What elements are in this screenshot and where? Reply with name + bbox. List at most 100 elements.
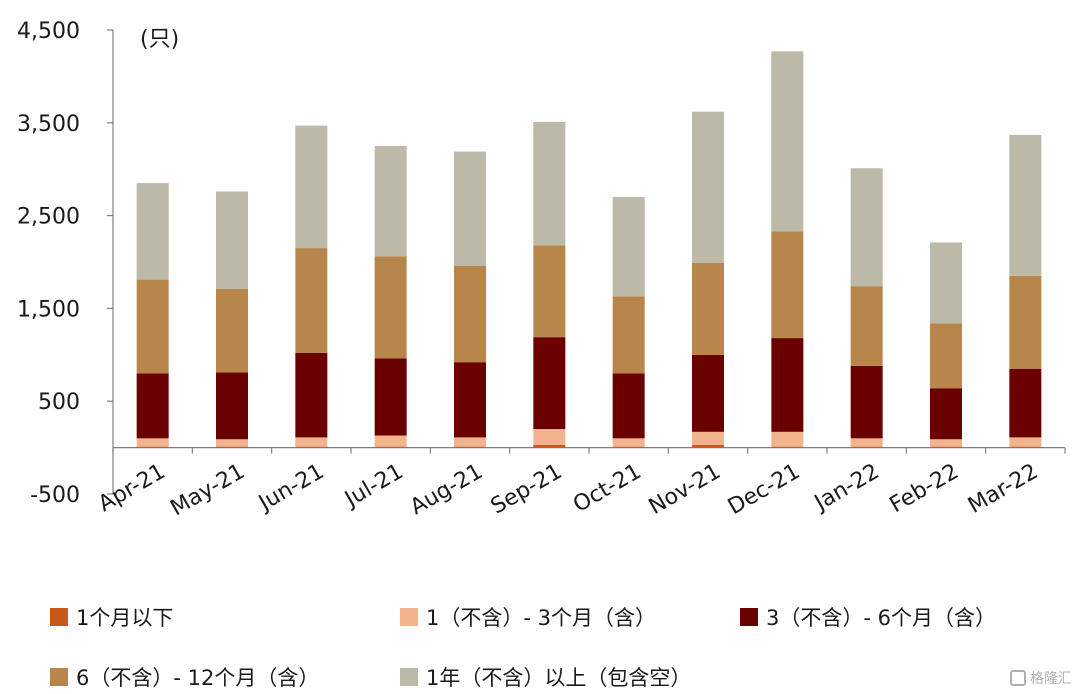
y-tick-label: 3,500 [17,112,80,137]
legend-item-5: 1年（不含）以上（包含空） [400,662,691,692]
watermark: 格隆汇 [1010,668,1072,688]
bar-segment-3 [850,365,883,439]
legend-label-2: 1（不含）- 3个月（含） [426,606,656,630]
legend-label-5: 1年（不含）以上（包含空） [426,666,692,690]
bar-segment-3 [692,354,724,432]
bar-segment-5 [533,121,566,246]
x-tick-label: Jul-21 [339,459,407,513]
bar-segment-2 [612,438,645,447]
bar-segment-3 [136,373,169,439]
bar-segment-5 [216,191,248,289]
bar-segment-2 [295,437,328,447]
x-tick-label: Oct-21 [569,459,646,518]
legend-swatch-2 [400,608,418,626]
bar-segment-4 [216,288,248,373]
bar-segment-2 [454,437,486,447]
bar-segment-1 [930,446,962,448]
bar-segment-2 [771,431,804,447]
bar-segment-2 [930,439,962,447]
bar-segment-1 [771,446,804,448]
legend-item-3: 3（不含）- 6个月（含） [740,602,996,632]
bar-segment-1 [850,446,883,448]
watermark-logo-icon [1010,670,1026,686]
bar-segment-2 [850,438,883,447]
x-tick-label: Apr-21 [94,459,169,517]
x-tick-label: Aug-21 [406,459,487,520]
x-tick-label: Mar-22 [964,459,1042,519]
bar-segment-2 [533,429,566,445]
legend-swatch-4 [50,668,68,686]
bar-segment-3 [930,388,962,440]
bar-segment-5 [454,151,486,266]
bar-segment-4 [136,279,169,374]
bar-segment-4 [1009,275,1042,369]
bar-segment-5 [295,125,328,249]
bar-segment-1 [136,446,169,448]
x-tick-label: Jan-22 [809,459,884,517]
bar-segment-4 [692,262,724,355]
bar-segment-1 [692,444,724,448]
bar-segment-2 [136,438,169,447]
y-tick-label: -500 [30,483,80,508]
bar-segment-3 [771,338,804,432]
bar-segment-5 [692,111,724,263]
bar-segment-4 [295,248,328,353]
bar-segment-3 [295,352,328,438]
bar-segment-1 [612,446,645,448]
bar-segment-2 [216,439,248,447]
bar-segment-4 [850,286,883,366]
legend-item-2: 1（不含）- 3个月（含） [400,602,656,632]
legend-item-1: 1个月以下 [50,602,173,632]
bar-segment-2 [692,431,724,445]
bar-segment-3 [612,373,645,439]
bar-segment-4 [771,231,804,339]
legend-item-4: 6（不含）- 12个月（含） [50,662,319,692]
bar-segment-5 [612,197,645,297]
bar-segment-1 [216,446,248,448]
bar-segment-4 [930,323,962,389]
bar-segment-1 [295,446,328,448]
bar-segment-4 [612,296,645,374]
bar-segment-1 [1009,446,1042,448]
bar-segment-1 [533,444,566,448]
y-tick-label: 1,500 [17,297,80,322]
bar-segment-2 [374,435,407,447]
x-tick-label: Jun-21 [253,459,328,517]
x-tick-label: Sep-21 [487,459,567,519]
y-tick-label: 2,500 [17,205,80,230]
bar-segment-5 [771,51,804,232]
bar-segment-4 [533,245,566,338]
bar-segment-4 [454,265,486,363]
bar-segment-5 [930,242,962,324]
bar-segment-4 [374,256,407,359]
bar-segment-1 [374,446,407,448]
y-tick-label: 500 [38,390,80,415]
bar-segment-3 [454,362,486,438]
watermark-text: 格隆汇 [1030,671,1072,687]
y-tick-label: 4,500 [17,19,80,44]
bar-segment-5 [136,183,169,280]
bar-segment-2 [1009,437,1042,447]
bar-segment-3 [216,372,248,440]
legend-swatch-3 [740,608,758,626]
legend-label-3: 3（不含）- 6个月（含） [766,606,996,630]
legend-swatch-5 [400,668,418,686]
bar-segment-5 [850,168,883,287]
legend-label-1: 1个月以下 [76,606,174,630]
bar-segment-3 [533,337,566,430]
x-tick-label: Feb-22 [886,459,963,518]
legend: 1个月以下 1（不含）- 3个月（含） 3（不含）- 6个月（含） 6（不含）-… [0,600,1080,694]
y-axis-unit: (只) [140,27,179,52]
bar-segment-3 [374,358,407,436]
bar-segment-5 [374,146,407,257]
bars [136,51,1042,448]
bar-segment-5 [1009,134,1042,276]
axes [107,29,1066,495]
legend-label-4: 6（不含）- 12个月（含） [76,666,320,690]
x-tick-label: Nov-21 [645,459,725,520]
x-tick-label: Dec-21 [724,459,804,520]
legend-swatch-1 [50,608,68,626]
bar-segment-1 [454,446,486,448]
